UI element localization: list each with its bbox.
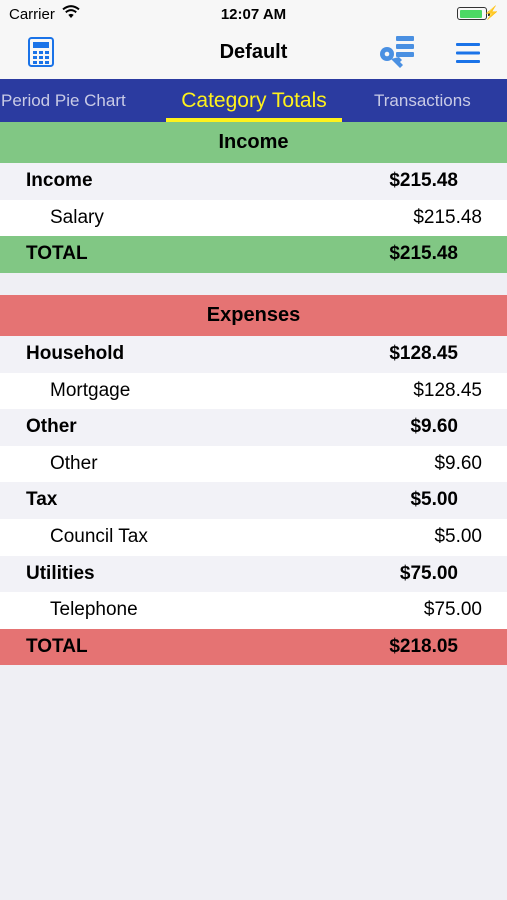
row-name: Other <box>50 452 98 474</box>
category-row[interactable]: Other $9.60 <box>0 409 507 446</box>
wifi-icon <box>62 5 80 18</box>
item-row[interactable]: Other $9.60 <box>0 445 507 483</box>
key-list-icon[interactable] <box>378 34 416 70</box>
expenses-total-row: TOTAL $218.05 <box>0 628 507 666</box>
hamburger-menu-icon[interactable] <box>456 42 480 64</box>
category-row[interactable]: Utilities $75.00 <box>0 555 507 593</box>
total-label: TOTAL <box>26 243 88 265</box>
category-row[interactable]: Household $128.45 <box>0 336 507 373</box>
total-amount: $215.48 <box>389 243 458 265</box>
row-amount: $128.45 <box>413 379 482 401</box>
status-bar: Carrier 12:07 AM ⚡ <box>0 0 507 28</box>
income-header: Income <box>0 122 507 163</box>
row-amount: $75.00 <box>423 599 482 621</box>
tab-category-totals[interactable]: Category Totals <box>181 89 327 112</box>
expenses-header: Expenses <box>0 295 507 336</box>
row-name: Household <box>26 343 125 364</box>
row-amount: $75.00 <box>399 562 458 584</box>
item-row[interactable]: Telephone $75.00 <box>0 592 507 629</box>
income-total-row: TOTAL $215.48 <box>0 236 507 273</box>
row-name: Council Tax <box>50 525 148 547</box>
row-name: Income <box>26 170 93 191</box>
row-amount: $128.45 <box>389 343 458 364</box>
carrier-label: Carrier <box>9 6 55 23</box>
charging-icon: ⚡ <box>483 5 500 20</box>
row-name: Other <box>26 416 77 438</box>
calculator-icon[interactable] <box>28 37 54 67</box>
row-name: Telephone <box>50 599 138 621</box>
item-row[interactable]: Mortgage $128.45 <box>0 372 507 410</box>
navigation-bar: Default <box>0 28 507 79</box>
total-label: TOTAL <box>26 635 88 657</box>
category-row[interactable]: Income $215.48 <box>0 163 507 200</box>
row-amount: $215.48 <box>389 170 458 191</box>
tab-bar: Period Pie Chart Category Totals Transac… <box>0 79 507 122</box>
active-tab-indicator <box>166 118 342 122</box>
tab-period-pie-chart[interactable]: Period Pie Chart <box>1 91 126 110</box>
row-name: Salary <box>50 206 104 228</box>
row-name: Tax <box>26 489 58 511</box>
row-amount: $215.48 <box>413 206 482 228</box>
income-section: Income Income $215.48 Salary $215.48 TOT… <box>0 122 507 273</box>
item-row[interactable]: Salary $215.48 <box>0 199 507 237</box>
row-name: Utilities <box>26 562 95 584</box>
row-amount: $9.60 <box>410 416 458 438</box>
tab-transactions[interactable]: Transactions <box>374 91 471 110</box>
total-amount: $218.05 <box>389 635 458 657</box>
item-row[interactable]: Council Tax $5.00 <box>0 518 507 556</box>
category-row[interactable]: Tax $5.00 <box>0 482 507 519</box>
row-amount: $5.00 <box>434 525 482 547</box>
nav-title: Default <box>219 41 288 63</box>
battery-icon <box>457 7 490 20</box>
expenses-section: Expenses Household $128.45 Mortgage $128… <box>0 295 507 666</box>
row-amount: $5.00 <box>410 489 458 511</box>
row-amount: $9.60 <box>434 452 482 474</box>
status-time: 12:07 AM <box>220 6 287 23</box>
row-name: Mortgage <box>50 379 131 401</box>
